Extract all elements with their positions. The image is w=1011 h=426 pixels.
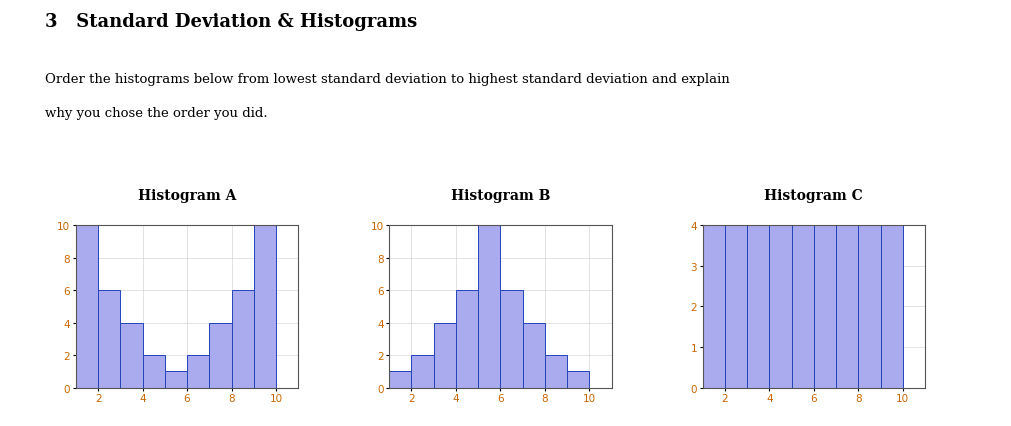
Bar (232, 291, 254, 388)
Bar (567, 371, 589, 388)
Bar (881, 226, 903, 388)
Bar (858, 226, 881, 388)
Text: Order the histograms below from lowest standard deviation to highest standard de: Order the histograms below from lowest s… (45, 72, 730, 85)
Bar (814, 226, 836, 388)
Bar (209, 323, 232, 388)
Bar (76, 226, 98, 388)
Bar (792, 226, 814, 388)
Bar (456, 291, 478, 388)
Bar (545, 355, 567, 388)
Bar (478, 226, 500, 388)
Bar (143, 355, 165, 388)
Bar (389, 371, 411, 388)
Text: Histogram B: Histogram B (451, 188, 550, 202)
Bar (411, 355, 434, 388)
Bar (98, 291, 120, 388)
Bar (703, 226, 725, 388)
Bar (769, 226, 792, 388)
Bar (500, 291, 523, 388)
Bar (165, 371, 187, 388)
Text: why you chose the order you did.: why you chose the order you did. (45, 106, 268, 119)
Bar (187, 355, 209, 388)
Bar (434, 323, 456, 388)
Bar (747, 226, 769, 388)
Text: 3   Standard Deviation & Histograms: 3 Standard Deviation & Histograms (45, 13, 418, 31)
Bar (836, 226, 858, 388)
Bar (523, 323, 545, 388)
Text: Histogram A: Histogram A (137, 188, 237, 202)
Bar (725, 226, 747, 388)
Bar (120, 323, 143, 388)
Bar (254, 226, 276, 388)
Text: Histogram C: Histogram C (764, 188, 863, 202)
